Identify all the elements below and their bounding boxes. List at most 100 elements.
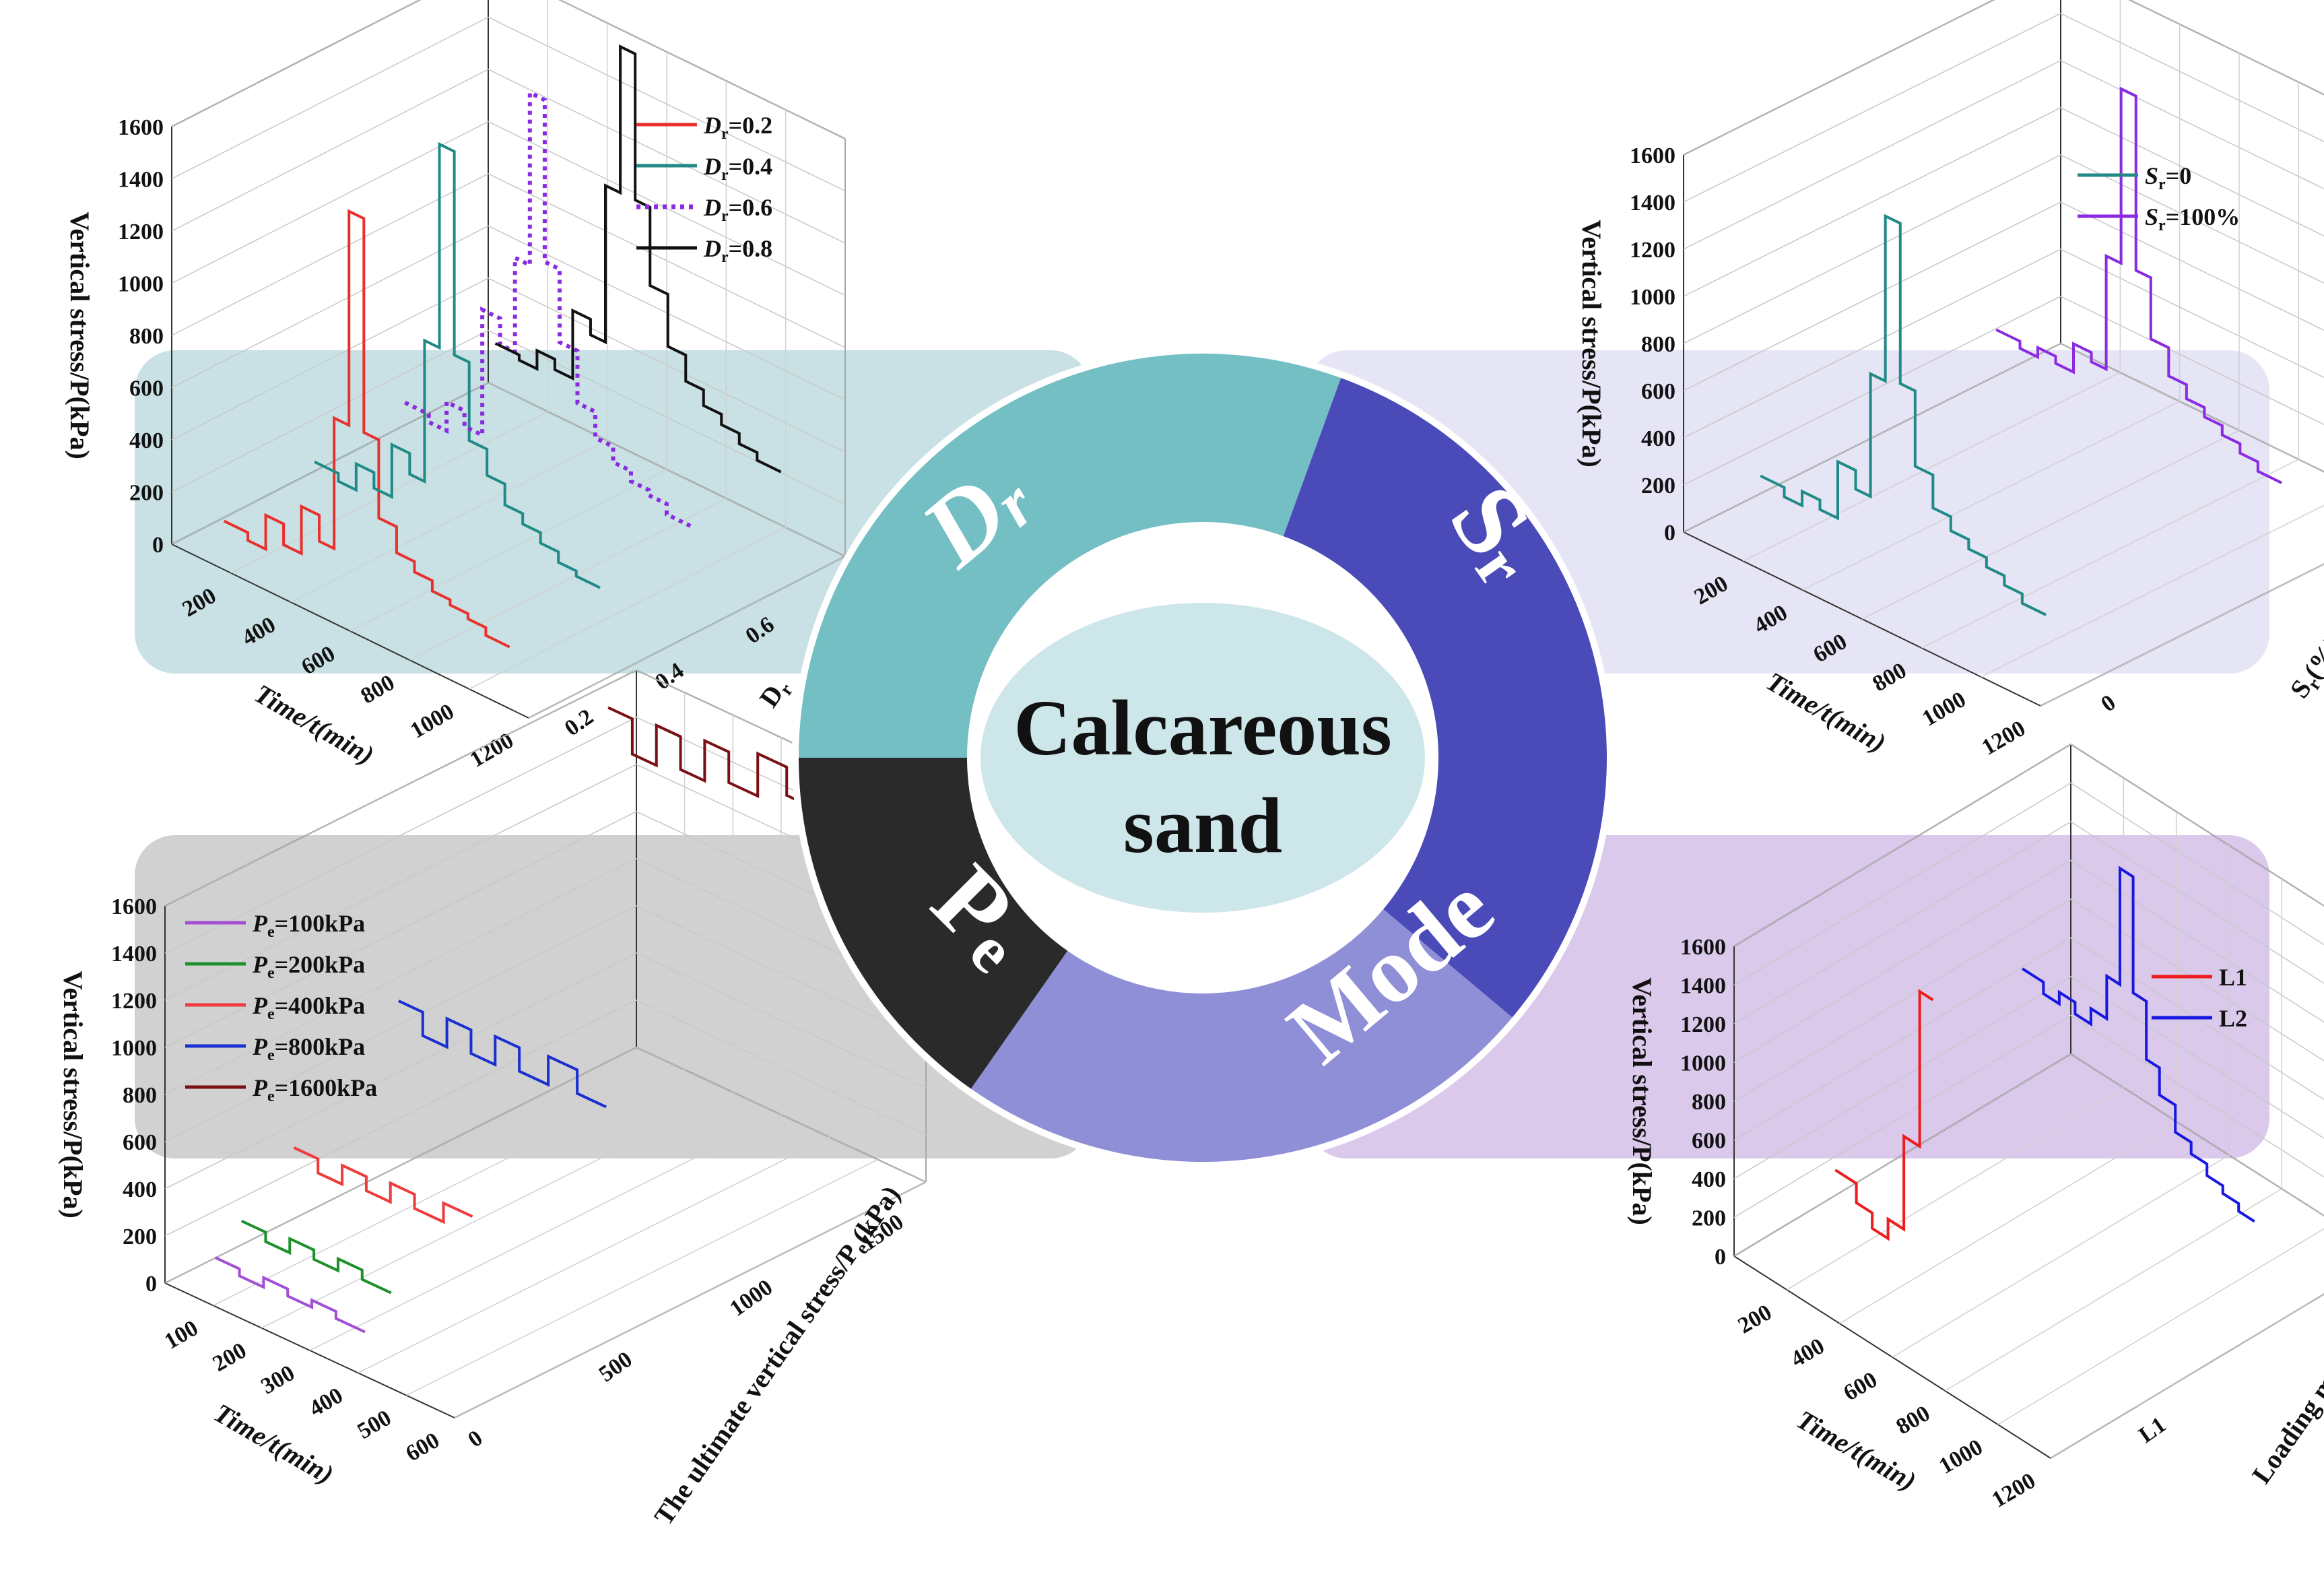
gridline — [1786, 778, 2125, 1290]
y-axis-label: Vertical stress/P(kPa) — [1627, 977, 1657, 1225]
segment-pe — [799, 758, 1068, 1089]
gridline — [1683, 13, 2324, 203]
y-tick-label: 1000 — [111, 1036, 157, 1061]
y-tick-label: 1200 — [118, 220, 164, 244]
series-line — [223, 209, 510, 649]
legend-label: Pe=200kPa — [252, 951, 365, 982]
z-axis-label-main: Loading mode — [2246, 1336, 2324, 1489]
legend-sub: e — [267, 1088, 275, 1105]
legend-label: Pe=1600kPa — [252, 1074, 377, 1105]
legend: Pe=100kPaPe=200kPaPe=400kPaPe=800kPaPe=1… — [185, 910, 377, 1105]
legend-prefix: L1 — [2219, 964, 2247, 991]
gridline — [409, 81, 727, 661]
legend-label: Sr=0 — [2145, 162, 2191, 193]
series-group — [1760, 86, 2283, 616]
gridline — [1861, 53, 2240, 620]
z-tick-label: 500 — [595, 1347, 637, 1387]
gridlines — [1683, 0, 2324, 707]
z-tick-label: 0.2 — [560, 705, 598, 742]
y-tick-label: 1000 — [1680, 1051, 1726, 1076]
legend-sub: r — [2158, 176, 2166, 193]
gridline — [309, 738, 782, 1351]
y-tick-label: 0 — [152, 533, 164, 558]
series-line — [2021, 865, 2255, 1223]
gridline — [2050, 1293, 2324, 1459]
y-tick-label: 600 — [1641, 379, 1675, 404]
axis-edge — [1683, 0, 1995, 156]
axis-edge — [171, 0, 422, 127]
center-title-line2: sand — [1123, 781, 1282, 870]
y-tick-label: 200 — [1641, 473, 1675, 498]
x-tick-label: 400 — [305, 1383, 347, 1422]
x-tick-label: 1000 — [1935, 1435, 1987, 1479]
y-tick-label: 600 — [1692, 1129, 1726, 1154]
x-tick-label: 1200 — [1978, 716, 2030, 760]
center-ellipse — [981, 603, 1425, 913]
segment-mode — [970, 909, 1513, 1163]
legend-label: Sr=100% — [2145, 203, 2240, 234]
legend-prefix: D — [703, 153, 721, 180]
legend-suffix: =400kPa — [275, 992, 366, 1019]
x-tick-label: 600 — [1839, 1367, 1882, 1406]
x-tick-label: 600 — [401, 1428, 444, 1467]
z-tick-label: 1000 — [725, 1275, 777, 1321]
series-line — [314, 141, 601, 589]
legend-sub: e — [267, 1006, 275, 1023]
series-group — [223, 44, 782, 649]
y-tick-label: 800 — [1692, 1090, 1726, 1115]
gridline — [230, 0, 549, 574]
legend-sub: e — [267, 964, 275, 982]
series-line — [398, 1000, 607, 1109]
x-tick-label: 1200 — [1988, 1468, 2040, 1513]
series-line — [494, 44, 782, 473]
axis-edge — [2128, 0, 2324, 96]
legend-suffix: =0.4 — [729, 153, 773, 180]
legend-sub: r — [2158, 217, 2166, 234]
x-tick-label: 800 — [1892, 1401, 1935, 1440]
legend-label: Dr=0.6 — [703, 194, 772, 225]
y-tick-label: 800 — [123, 1083, 157, 1108]
legend-label: Dr=0.2 — [703, 112, 772, 143]
legend-suffix: =0.6 — [729, 194, 773, 221]
y-tick-label: 200 — [1692, 1206, 1726, 1231]
y-tick-label: 1400 — [1630, 191, 1675, 216]
y-tick-labels: 0 200 400 600 800 1000 1200 1400 1600 — [1630, 143, 1675, 546]
legend-prefix: P — [252, 1033, 268, 1060]
z-axis-label: The ultimate vertical stress/Pe(kPa) — [648, 1180, 909, 1533]
y-tick-labels: 0 200 400 600 800 1000 1200 1400 1600 — [1680, 935, 1726, 1270]
gridline — [1683, 107, 2324, 297]
legend-prefix: P — [252, 910, 268, 937]
gridline — [213, 692, 686, 1307]
gridline — [1802, 24, 2181, 591]
x-tick-label: 200 — [1734, 1300, 1777, 1339]
series-line — [1834, 989, 1934, 1241]
x-tick-label: 1000 — [406, 699, 458, 744]
gridline — [261, 715, 734, 1329]
segment-sr — [1283, 378, 1607, 1018]
z-tick-label: 0 — [2096, 690, 2120, 717]
x-tick-label: 800 — [357, 670, 399, 709]
segment-dr — [799, 354, 1341, 758]
z-axis-label: Loading mode — [2246, 1336, 2324, 1489]
legend: Sr=0 Sr=100% — [2078, 162, 2240, 234]
x-tick-label: 1000 — [1918, 687, 1970, 731]
gridline — [1683, 154, 2324, 344]
series-line — [1760, 214, 2047, 616]
y-tick-label: 1200 — [111, 989, 157, 1014]
y-tick-label: 0 — [1715, 1245, 1726, 1270]
legend-sub: e — [267, 923, 275, 941]
y-tick-label: 1000 — [1630, 285, 1675, 310]
legend-label: L2 — [2219, 1005, 2247, 1032]
y-tick-label: 1400 — [111, 942, 157, 967]
gridline — [469, 110, 787, 690]
legend-prefix: P — [252, 992, 268, 1019]
y-tick-label: 1600 — [1630, 143, 1675, 168]
y-tick-label: 600 — [123, 1130, 157, 1155]
gridlines — [1733, 744, 2324, 1459]
y-tick-labels: 0 200 400 600 800 1000 1200 1400 1600 — [118, 115, 164, 558]
legend-suffix: =800kPa — [275, 1033, 366, 1060]
gridline — [1892, 845, 2230, 1358]
legend-suffix: =100kPa — [275, 910, 366, 937]
